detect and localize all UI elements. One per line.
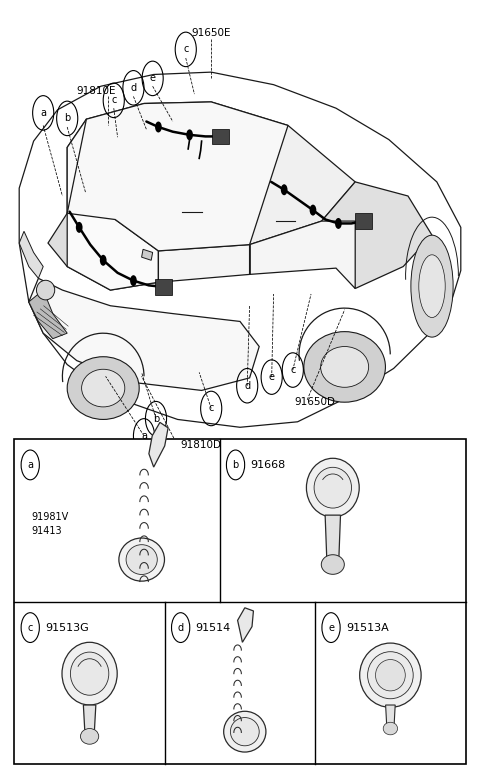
Polygon shape (67, 102, 355, 251)
Circle shape (155, 122, 162, 132)
Text: a: a (40, 108, 46, 118)
Polygon shape (250, 221, 355, 289)
Text: 91513A: 91513A (346, 622, 389, 633)
Text: e: e (150, 74, 156, 83)
Text: 91650D: 91650D (294, 397, 335, 407)
Text: 91514: 91514 (195, 622, 231, 633)
Ellipse shape (419, 255, 445, 318)
Ellipse shape (230, 717, 259, 746)
Circle shape (130, 275, 137, 286)
Ellipse shape (383, 722, 397, 735)
Circle shape (281, 184, 288, 195)
Ellipse shape (62, 642, 117, 705)
Text: b: b (153, 414, 159, 423)
Ellipse shape (67, 357, 139, 419)
FancyBboxPatch shape (14, 439, 466, 764)
Text: c: c (290, 365, 296, 375)
Ellipse shape (306, 459, 359, 517)
Text: e: e (328, 622, 334, 633)
Circle shape (360, 216, 367, 227)
Polygon shape (385, 705, 395, 731)
Ellipse shape (119, 538, 165, 581)
Polygon shape (322, 182, 432, 289)
Ellipse shape (368, 652, 413, 699)
Text: 91668: 91668 (251, 460, 286, 470)
Text: 91650E: 91650E (192, 28, 231, 38)
Text: d: d (131, 83, 136, 93)
Ellipse shape (36, 281, 55, 300)
Polygon shape (67, 119, 158, 290)
Polygon shape (29, 290, 67, 339)
Ellipse shape (411, 235, 453, 337)
Circle shape (186, 129, 193, 140)
Polygon shape (238, 608, 253, 642)
Polygon shape (325, 515, 340, 566)
Polygon shape (158, 245, 250, 282)
Ellipse shape (82, 369, 125, 407)
Text: c: c (27, 622, 33, 633)
Polygon shape (212, 129, 229, 144)
Text: a: a (141, 431, 147, 441)
Polygon shape (142, 249, 153, 260)
Circle shape (76, 222, 83, 233)
Polygon shape (19, 72, 461, 427)
Text: d: d (244, 381, 250, 390)
Polygon shape (48, 213, 158, 290)
Ellipse shape (81, 728, 99, 744)
Polygon shape (19, 231, 43, 278)
Polygon shape (84, 705, 96, 739)
Text: b: b (64, 114, 71, 123)
Text: c: c (111, 96, 117, 105)
Circle shape (100, 255, 107, 266)
Ellipse shape (360, 643, 421, 707)
Text: a: a (27, 460, 33, 470)
Polygon shape (355, 213, 372, 229)
Text: d: d (178, 622, 184, 633)
Text: e: e (269, 372, 275, 382)
Text: c: c (208, 404, 214, 413)
Text: 91981V
91413: 91981V 91413 (32, 512, 69, 535)
Circle shape (217, 131, 224, 142)
Polygon shape (67, 102, 288, 251)
Ellipse shape (224, 711, 266, 752)
Ellipse shape (314, 467, 351, 508)
Ellipse shape (375, 659, 405, 691)
Circle shape (335, 218, 342, 229)
Ellipse shape (71, 652, 109, 695)
Text: b: b (232, 460, 239, 470)
Circle shape (160, 281, 167, 292)
Polygon shape (29, 278, 259, 390)
Polygon shape (149, 423, 168, 467)
Polygon shape (155, 279, 172, 295)
Ellipse shape (321, 347, 369, 387)
Ellipse shape (304, 332, 385, 402)
Text: 91810D: 91810D (180, 441, 221, 450)
Ellipse shape (126, 545, 157, 575)
Text: c: c (183, 45, 189, 54)
Ellipse shape (321, 555, 344, 575)
Text: 91513G: 91513G (45, 622, 89, 633)
Text: 91810E: 91810E (76, 86, 116, 96)
Circle shape (310, 205, 316, 216)
